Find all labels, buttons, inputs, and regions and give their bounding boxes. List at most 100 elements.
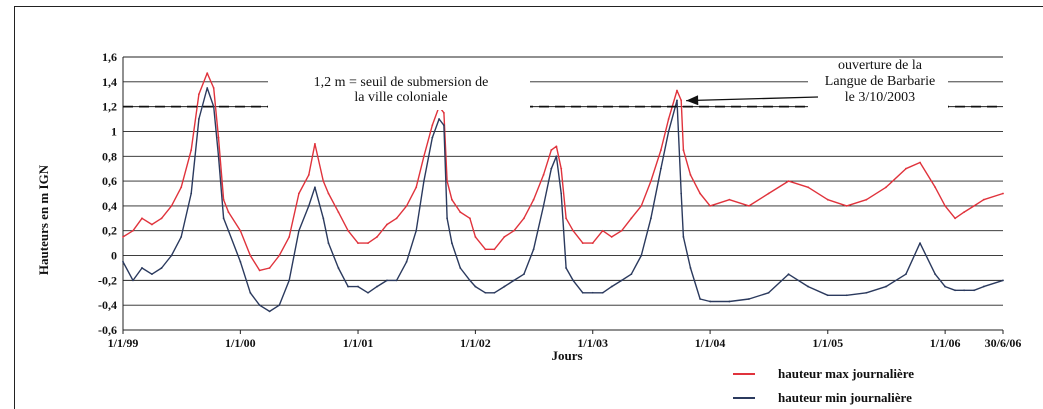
series-1-point-32 xyxy=(405,260,408,263)
series-0-point-82 xyxy=(934,186,937,189)
series-0-point-16 xyxy=(258,269,261,272)
series-1-point-55 xyxy=(581,291,584,294)
series-0-point-77 xyxy=(845,205,848,207)
series-0-point-28 xyxy=(367,242,369,245)
series-1-point-76 xyxy=(826,294,829,297)
series-0-point-81 xyxy=(919,161,921,164)
y-tick-label-7: 0,2 xyxy=(102,224,117,238)
series-lines xyxy=(122,72,1004,313)
series-0-point-4 xyxy=(160,217,163,220)
series-1-point-18 xyxy=(278,304,281,307)
series-1-point-80 xyxy=(905,273,907,276)
series-0-point-66 xyxy=(680,99,683,102)
x-tick-label-1: 1/1/00 xyxy=(225,336,256,350)
series-0-point-46 xyxy=(513,229,515,232)
series-1-point-29 xyxy=(376,285,378,288)
series-0-point-47 xyxy=(523,217,525,220)
series-1-point-0 xyxy=(122,260,124,263)
x-tick-label-7: 1/1/06 xyxy=(930,336,961,350)
series-0-point-45 xyxy=(503,236,506,238)
series-1-point-38 xyxy=(446,217,448,220)
series-0-point-14 xyxy=(239,229,242,232)
series-1-point-70 xyxy=(709,300,711,303)
y-tick-label-8: 0 xyxy=(111,249,117,263)
y-tick-label-3: 1 xyxy=(111,124,117,138)
series-0-point-57 xyxy=(601,229,604,232)
series-1-point-31 xyxy=(395,279,398,282)
series-1-point-59 xyxy=(620,279,623,282)
series-1-point-5 xyxy=(170,254,173,257)
series-0-point-53 xyxy=(565,217,567,220)
series-1-point-77 xyxy=(845,294,848,297)
threshold-label-line1: 1,2 m = seuil de submersion de xyxy=(314,75,489,90)
x-tick-label-3: 1/1/02 xyxy=(460,336,491,350)
series-1-point-37 xyxy=(442,124,445,127)
series-1-point-42 xyxy=(474,285,477,288)
series-1-point-21 xyxy=(307,205,310,207)
series-1-point-58 xyxy=(610,285,613,288)
series-1-point-71 xyxy=(728,300,731,303)
chart-frame xyxy=(14,6,1043,409)
series-0-point-25 xyxy=(337,211,340,214)
y-tick-label-6: 0,4 xyxy=(102,199,117,213)
series-1-point-88 xyxy=(1002,279,1004,282)
series-1-point-43 xyxy=(484,291,487,294)
series-line-1 xyxy=(122,87,1004,313)
series-0-point-68 xyxy=(689,173,692,176)
series-0-point-61 xyxy=(640,205,643,207)
series-1-point-45 xyxy=(503,285,506,288)
series-0-point-7 xyxy=(190,149,193,151)
series-1-point-34 xyxy=(423,180,425,182)
x-axis-title: Jours xyxy=(551,348,582,363)
series-1-point-4 xyxy=(160,267,163,269)
series-0-point-15 xyxy=(249,254,252,257)
series-0-point-31 xyxy=(395,217,398,220)
series-1-point-16 xyxy=(258,304,261,307)
series-1-point-83 xyxy=(944,285,947,288)
series-1-point-13 xyxy=(227,229,230,232)
series-0-point-19 xyxy=(288,236,291,238)
series-1-point-78 xyxy=(865,291,868,294)
series-0-point-37 xyxy=(442,111,445,114)
series-1-point-69 xyxy=(699,298,702,300)
series-0-point-27 xyxy=(357,242,359,245)
series-0-point-1 xyxy=(132,229,134,232)
series-1-point-39 xyxy=(451,242,453,245)
series-1-point-61 xyxy=(640,254,643,257)
series-0-point-30 xyxy=(386,223,388,226)
opening-label-line2: Langue de Barbarie xyxy=(825,74,935,89)
series-1-point-82 xyxy=(934,273,937,276)
series-0-point-58 xyxy=(610,236,613,238)
legend: hauteur max journalière hauteur min jour… xyxy=(733,366,914,405)
series-0-point-43 xyxy=(484,248,487,251)
series-1-point-51 xyxy=(555,155,558,158)
series-1-point-10 xyxy=(212,105,215,108)
series-0-point-55 xyxy=(581,242,584,245)
y-tick-label-5: 0,6 xyxy=(102,174,117,188)
series-1-point-54 xyxy=(572,279,575,282)
opening-arrow xyxy=(686,96,819,102)
series-0-point-24 xyxy=(327,192,330,195)
series-1-point-1 xyxy=(132,279,134,282)
series-0-point-17 xyxy=(268,267,271,269)
series-0-point-2 xyxy=(141,217,143,220)
opening-label-bg xyxy=(808,60,948,112)
series-1-point-19 xyxy=(288,279,291,282)
series-0-point-42 xyxy=(474,236,477,238)
series-1-point-17 xyxy=(268,310,271,313)
series-0-point-59 xyxy=(620,229,623,232)
series-1-point-62 xyxy=(650,217,652,220)
series-0-point-35 xyxy=(431,124,434,127)
series-0-point-78 xyxy=(865,198,868,201)
series-0-point-86 xyxy=(973,205,975,207)
series-1-point-57 xyxy=(601,291,604,294)
series-0-point-29 xyxy=(376,236,378,238)
series-0-point-18 xyxy=(278,254,281,257)
series-1-point-14 xyxy=(239,260,242,263)
series-0-point-65 xyxy=(676,89,678,92)
series-1-point-68 xyxy=(689,267,692,269)
series-0-point-26 xyxy=(347,229,349,232)
y-tick-label-1: 1,4 xyxy=(102,75,117,89)
series-1-point-15 xyxy=(249,291,252,294)
series-1-point-35 xyxy=(431,136,434,139)
